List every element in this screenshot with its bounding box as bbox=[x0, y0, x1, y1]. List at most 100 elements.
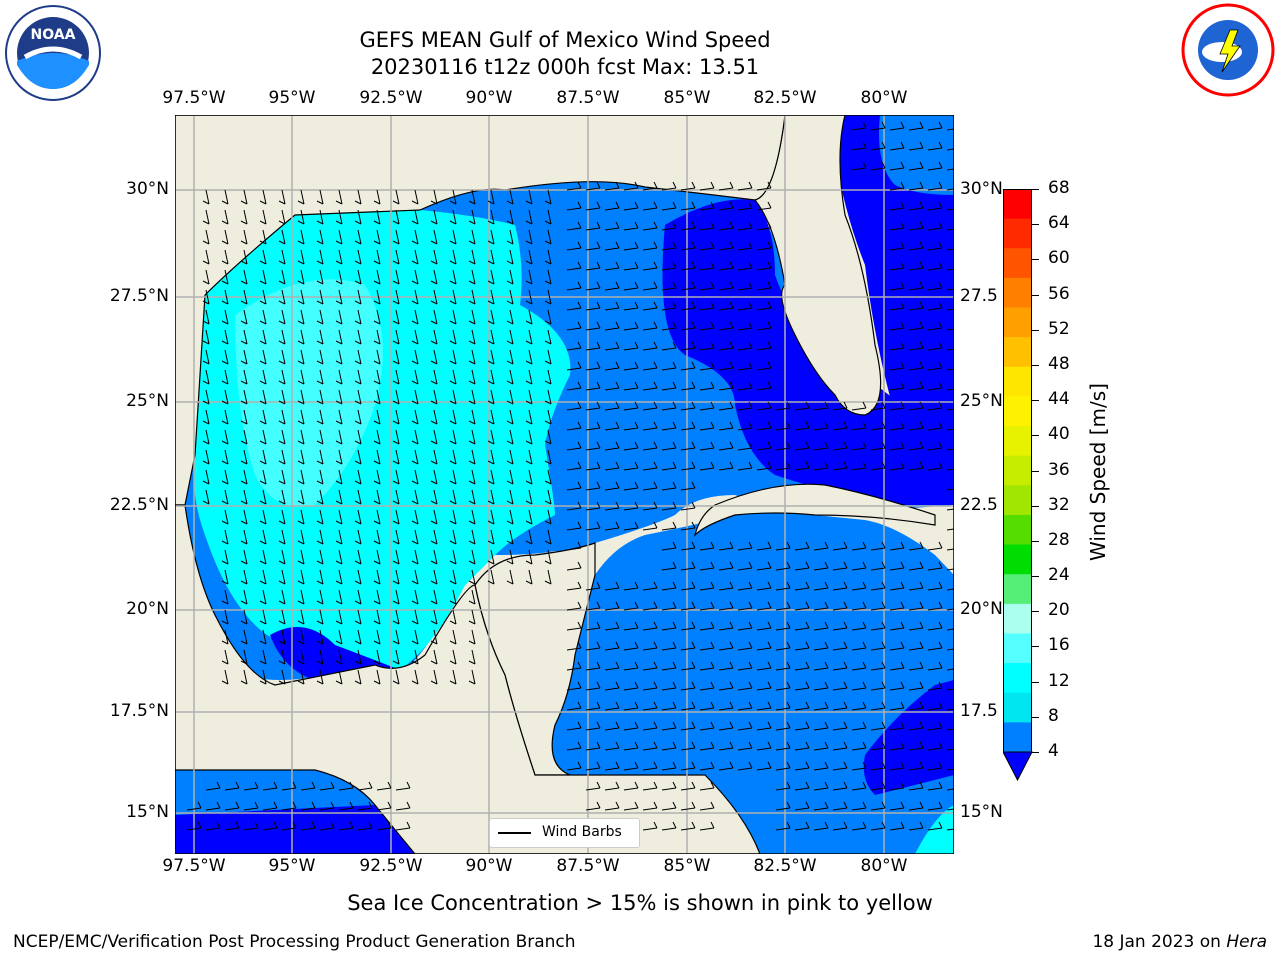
colorbar-swatch bbox=[1003, 574, 1032, 605]
wind-barb bbox=[813, 621, 829, 631]
wind-barb bbox=[392, 229, 400, 245]
wind-barb bbox=[240, 349, 248, 365]
wind-barb bbox=[775, 721, 791, 731]
wind-barb bbox=[585, 221, 601, 231]
wind-barb bbox=[908, 161, 924, 171]
wind-barb bbox=[487, 209, 495, 225]
colorbar-swatch bbox=[1003, 366, 1032, 397]
wind-barb bbox=[794, 541, 810, 551]
lat-tick-right: 17.5 bbox=[960, 701, 998, 721]
wind-barb bbox=[335, 329, 343, 345]
colorbar-tick-mark bbox=[1032, 435, 1039, 437]
wind-barb bbox=[889, 301, 905, 311]
wind-barb bbox=[411, 629, 419, 645]
wind-barb bbox=[756, 681, 772, 691]
map-panel[interactable] bbox=[174, 114, 962, 855]
wind-barb bbox=[487, 309, 495, 325]
wind-barb bbox=[566, 281, 582, 291]
wind-barb bbox=[737, 681, 753, 691]
colorbar-swatches bbox=[1002, 189, 1033, 782]
wind-barb bbox=[661, 601, 677, 611]
lon-tick-bottom: 90°W bbox=[465, 856, 513, 876]
wind-barb bbox=[813, 741, 829, 751]
colorbar-tick-label: 44 bbox=[1048, 389, 1070, 410]
wind-barb bbox=[604, 281, 620, 291]
wind-barb bbox=[525, 189, 533, 205]
wind-barb bbox=[392, 489, 400, 505]
sea-ice-note: Sea Ice Concentration > 15% is shown in … bbox=[347, 891, 933, 915]
cuba-land bbox=[693, 483, 936, 537]
wind-barb bbox=[813, 821, 829, 831]
wind-barb bbox=[889, 181, 905, 191]
wind-barb bbox=[623, 501, 639, 511]
wind-barb bbox=[756, 301, 772, 311]
wind-barb bbox=[585, 601, 601, 611]
wind-barb bbox=[718, 661, 734, 671]
credit-left: NCEP/EMC/Verification Post Processing Pr… bbox=[13, 932, 576, 952]
wind-barb bbox=[756, 421, 772, 431]
wind-barb bbox=[794, 681, 810, 691]
wind-barb bbox=[221, 349, 229, 365]
wind-barb bbox=[870, 421, 886, 431]
colorbar-tick-label: 40 bbox=[1048, 424, 1070, 445]
wind-barb bbox=[525, 389, 533, 405]
wind-barb bbox=[851, 541, 867, 551]
wind-barb bbox=[832, 821, 848, 831]
wind-barb bbox=[297, 649, 305, 665]
wind-barb bbox=[221, 469, 229, 485]
wind-barb bbox=[718, 341, 734, 351]
wind-barb bbox=[335, 529, 343, 545]
wind-barb bbox=[525, 369, 533, 385]
lon-tick-top: 80°W bbox=[860, 88, 908, 108]
wind-barb bbox=[544, 509, 552, 525]
wind-barb bbox=[525, 329, 533, 345]
date-text: 18 Jan 2023 on bbox=[1092, 932, 1227, 952]
wind-barb bbox=[335, 509, 343, 525]
wind-barb bbox=[908, 721, 924, 731]
wind-barb bbox=[832, 801, 848, 811]
wind-barb bbox=[642, 621, 658, 631]
map-title-line1: GEFS MEAN Gulf of Mexico Wind Speed bbox=[359, 28, 771, 52]
wind-barb bbox=[794, 421, 810, 431]
wind-barb bbox=[449, 269, 457, 285]
wind-barb bbox=[240, 229, 248, 245]
wind-barb bbox=[525, 489, 533, 505]
wind-barb bbox=[927, 401, 943, 411]
wind-barb bbox=[354, 569, 362, 585]
wind-barb bbox=[297, 409, 305, 425]
wind-barb bbox=[316, 229, 324, 245]
wind-barb bbox=[278, 269, 286, 285]
wind-barb bbox=[449, 669, 457, 685]
wind-barb bbox=[373, 509, 381, 525]
legend-label: Wind Barbs bbox=[542, 824, 622, 840]
wind-barb bbox=[585, 521, 601, 531]
wind-barb bbox=[737, 241, 753, 251]
wind-barb bbox=[566, 721, 582, 731]
wind-barb bbox=[392, 309, 400, 325]
wind-barb bbox=[392, 349, 400, 365]
wind-barb bbox=[927, 661, 943, 671]
wind-barb bbox=[525, 409, 533, 425]
wind-barb bbox=[889, 581, 905, 591]
wind-barb bbox=[680, 681, 696, 691]
wind-barb bbox=[699, 621, 715, 631]
lon-tick-bottom: 97.5°W bbox=[162, 856, 226, 876]
wind-barb bbox=[718, 321, 734, 331]
wind-barb bbox=[794, 621, 810, 631]
wind-barb bbox=[468, 449, 476, 465]
wind-barb bbox=[525, 229, 533, 245]
wind-barb bbox=[851, 781, 867, 791]
wind-barb bbox=[376, 821, 392, 831]
wind-barb bbox=[392, 569, 400, 585]
wind-barb bbox=[737, 721, 753, 731]
wind-speed-map[interactable] bbox=[174, 114, 962, 855]
colorbar-swatch bbox=[1003, 455, 1032, 486]
wind-barb bbox=[240, 569, 248, 585]
wind-barb bbox=[259, 429, 267, 445]
wind-barb bbox=[927, 461, 943, 471]
wind-barb bbox=[604, 781, 620, 791]
wind-barb bbox=[718, 601, 734, 611]
wind-barb bbox=[316, 309, 324, 325]
wind-barb bbox=[623, 441, 639, 451]
credit-right: 18 Jan 2023 on Hera bbox=[1092, 932, 1267, 952]
